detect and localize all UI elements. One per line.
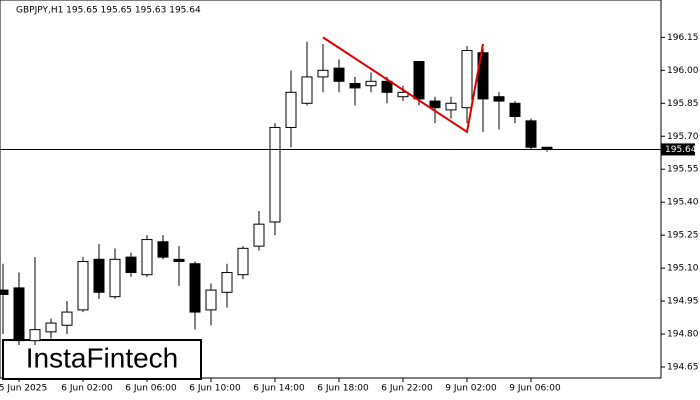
candle-body [509, 102, 521, 117]
candle-body [77, 261, 89, 311]
candle-body [301, 76, 313, 104]
candle-body [29, 329, 41, 342]
candle-body [317, 69, 329, 78]
candle-body [221, 272, 233, 293]
candle-body [13, 287, 25, 342]
candle-body [125, 256, 137, 274]
x-tick-label: 9 Jun 02:00 [445, 384, 497, 394]
x-tick-label: 6 Jun 14:00 [253, 384, 305, 394]
candle-body [461, 50, 473, 109]
logo-box [2, 339, 202, 380]
x-tick-label: 6 Jun 06:00 [125, 384, 177, 394]
watermark: InstaFintech [26, 342, 179, 373]
candle-body [493, 96, 505, 102]
candle-body [205, 289, 217, 311]
candle-body [269, 126, 281, 223]
last-price-label: 195.64 [665, 145, 697, 155]
candle-body [253, 223, 265, 247]
candle-body [189, 263, 201, 313]
y-tick-label: 195.70 [667, 132, 699, 142]
candle-body [381, 80, 393, 93]
y-tick-label: 194.65 [667, 363, 699, 373]
candle-body [333, 67, 345, 82]
y-tick-label: 194.95 [667, 297, 699, 307]
x-tick-label: 6 Jun 22:00 [381, 384, 433, 394]
x-tick-label: 6 Jun 02:00 [61, 384, 113, 394]
y-tick-label: 195.25 [667, 231, 699, 241]
candle-body [365, 80, 377, 87]
y-tick-label: 196.00 [667, 66, 699, 76]
candle-body [141, 239, 153, 276]
candle-body [0, 289, 9, 295]
x-tick-label: 5 Jun 2025 [0, 384, 47, 394]
x-tick-label: 9 Jun 06:00 [509, 384, 561, 394]
y-tick-label: 195.40 [667, 198, 699, 208]
candle-body [45, 322, 57, 333]
y-tick-label: 195.55 [667, 165, 699, 175]
chart-title: GBPJPY,H1 195.65 195.65 195.63 195.64 [16, 6, 201, 16]
y-tick-label: 195.10 [667, 264, 699, 274]
candle-body [445, 102, 457, 111]
x-tick-label: 6 Jun 10:00 [189, 384, 241, 394]
y-tick-label: 194.80 [667, 330, 699, 340]
last-price-box [661, 143, 695, 156]
y-tick-label: 195.85 [667, 99, 699, 109]
candle-body [173, 258, 185, 263]
candle-body [429, 100, 441, 109]
candle-body [397, 91, 409, 98]
candle-body [237, 247, 249, 276]
candle-body [93, 258, 105, 293]
candle-body [61, 311, 73, 326]
y-tick-label: 196.15 [667, 33, 699, 43]
candle-body [285, 91, 297, 128]
x-tick-label: 6 Jun 18:00 [317, 384, 369, 394]
candle-body [349, 83, 361, 89]
candle-body [525, 120, 537, 148]
pattern-line [322, 36, 484, 134]
plot-frame [0, 0, 662, 379]
candle-body [157, 241, 169, 258]
candle-body [109, 258, 121, 298]
candle-body [413, 61, 425, 100]
